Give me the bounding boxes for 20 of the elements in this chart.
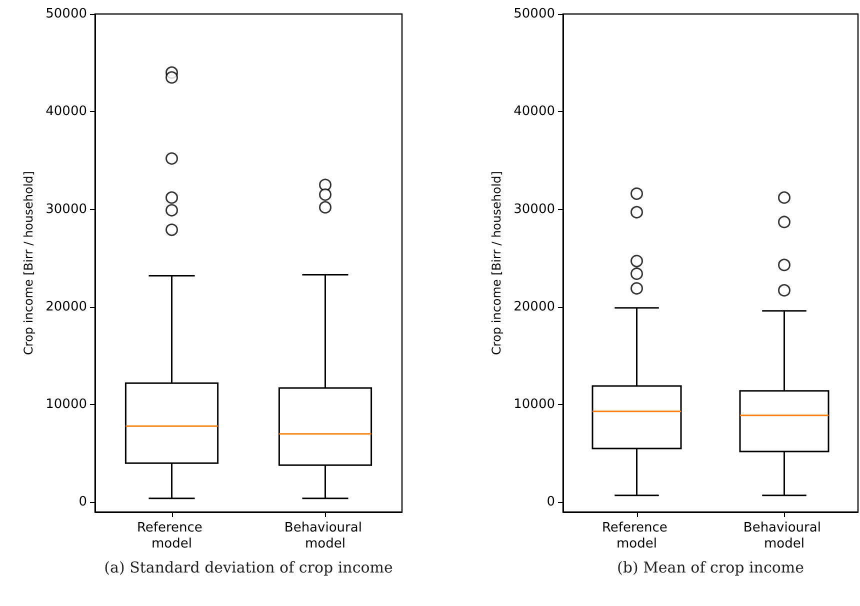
y-axis-title: Crop income [Birr / household]	[490, 171, 504, 355]
y-tick-label: 30000	[46, 202, 87, 217]
x-tick-label: Behavioural model	[743, 520, 826, 552]
text: (b) Mean of crop income	[617, 558, 804, 576]
y-tick-label: 0	[78, 494, 87, 510]
y-tick-label: 50000	[46, 6, 87, 22]
x-tick-label: Reference model	[602, 520, 672, 552]
x-tick-label: Reference model	[136, 520, 207, 552]
y-tick-label: 50000	[514, 6, 555, 22]
y-tick-label: 40000	[46, 104, 87, 120]
y-tick-label: 20000	[514, 299, 555, 314]
y-tick-label: 40000	[514, 104, 555, 120]
y-tick-label: 30000	[514, 202, 555, 217]
y-tick-label: 20000	[46, 299, 87, 314]
y-tick-label: 10000	[514, 397, 555, 412]
y-tick-label: 10000	[46, 397, 87, 412]
x-tick-label: Behavioural model	[284, 520, 366, 552]
text: (a) Standard deviation of crop income	[104, 558, 393, 576]
y-axis-title: Crop income [Birr / household]	[22, 171, 36, 355]
y-tick-label: 0	[546, 494, 555, 510]
